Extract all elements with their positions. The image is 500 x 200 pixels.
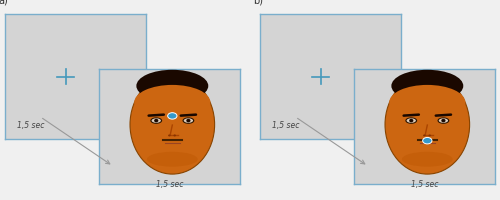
Ellipse shape — [402, 152, 452, 167]
Ellipse shape — [184, 119, 193, 123]
Text: a): a) — [0, 0, 8, 5]
Ellipse shape — [136, 70, 208, 102]
Ellipse shape — [409, 119, 414, 123]
Ellipse shape — [438, 119, 448, 123]
Ellipse shape — [168, 113, 177, 120]
Text: 1,5 sec: 1,5 sec — [17, 120, 44, 129]
Ellipse shape — [428, 135, 431, 137]
Ellipse shape — [182, 118, 194, 124]
Ellipse shape — [406, 119, 416, 123]
Ellipse shape — [130, 76, 214, 174]
Ellipse shape — [392, 70, 464, 102]
Ellipse shape — [147, 152, 198, 167]
Ellipse shape — [186, 119, 190, 123]
Ellipse shape — [168, 135, 170, 137]
Text: 1,5 sec: 1,5 sec — [411, 179, 438, 188]
Ellipse shape — [134, 85, 210, 120]
Ellipse shape — [442, 119, 446, 123]
Ellipse shape — [438, 118, 450, 124]
Ellipse shape — [385, 76, 469, 174]
Ellipse shape — [154, 119, 158, 123]
Ellipse shape — [389, 85, 466, 120]
Ellipse shape — [423, 135, 426, 137]
Text: 1,5 sec: 1,5 sec — [156, 179, 183, 188]
Ellipse shape — [174, 135, 176, 137]
Ellipse shape — [150, 118, 162, 124]
Ellipse shape — [152, 119, 161, 123]
Text: b): b) — [253, 0, 263, 5]
Ellipse shape — [422, 138, 432, 144]
Text: 1,5 sec: 1,5 sec — [272, 120, 299, 129]
Ellipse shape — [406, 118, 417, 124]
